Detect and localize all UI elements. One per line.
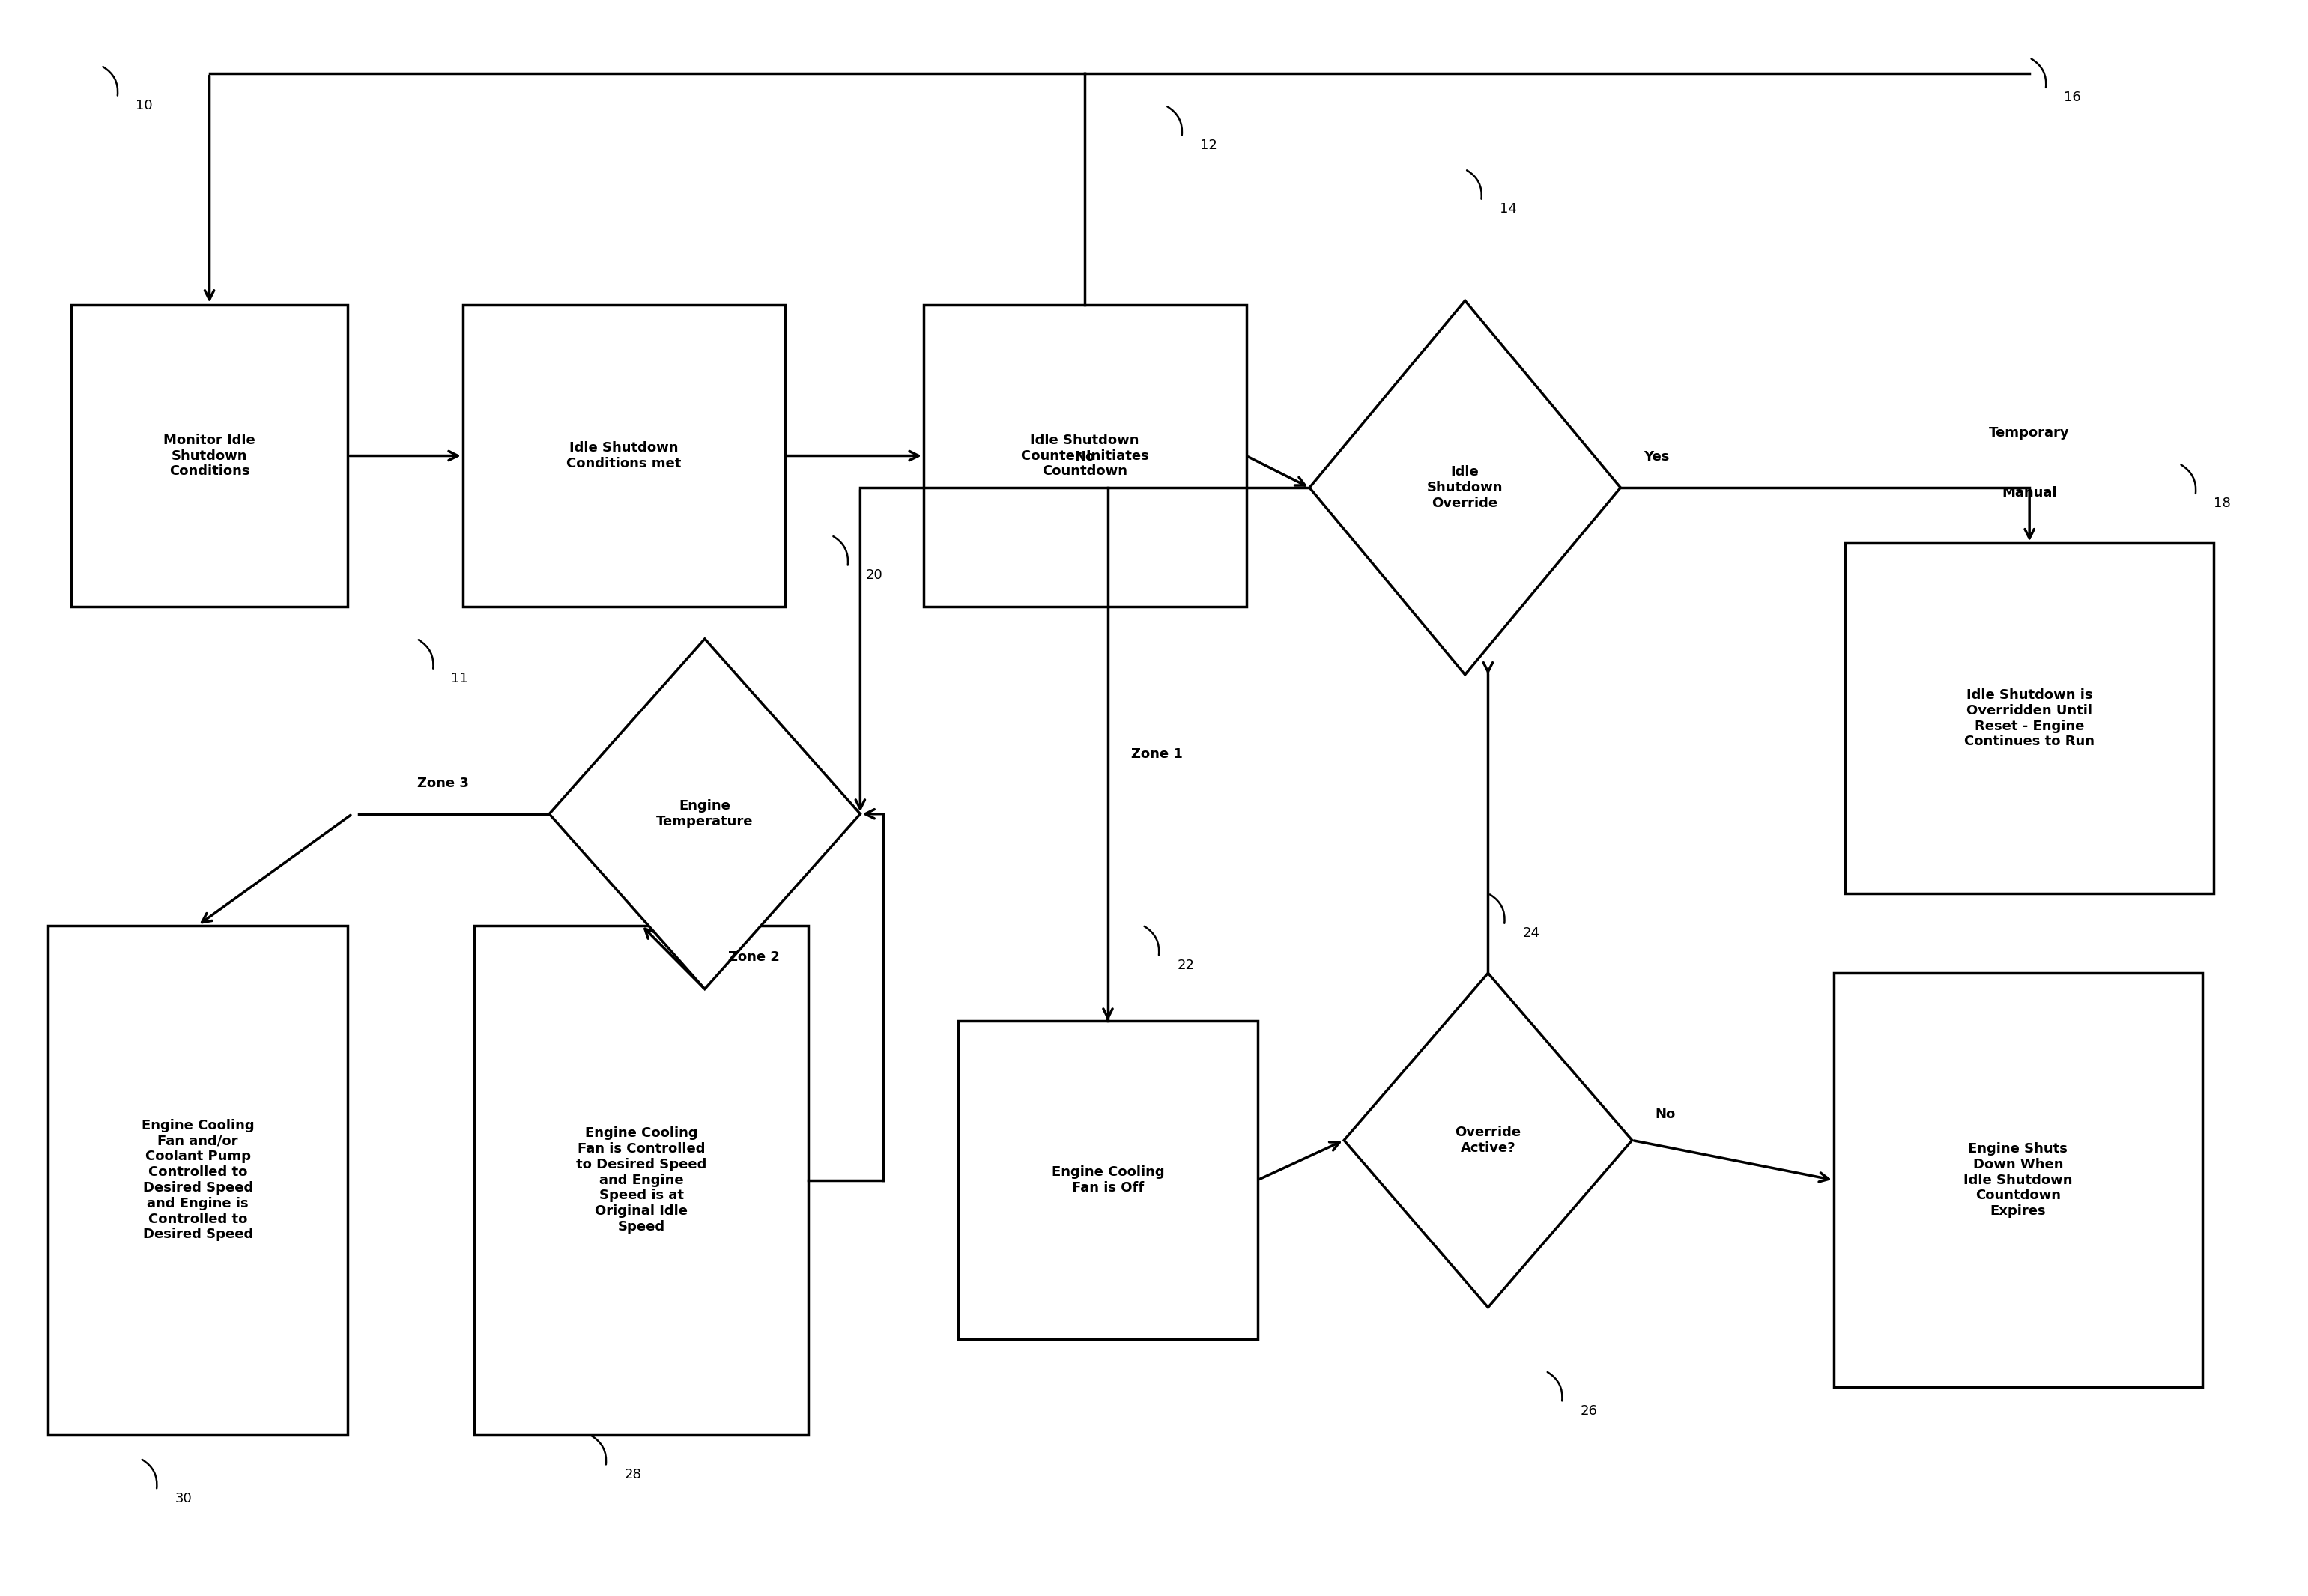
Bar	[1833, 974, 2202, 1387]
Text: 10: 10	[136, 99, 152, 112]
Text: 11: 11	[452, 672, 469, 685]
Text: Zone 2: Zone 2	[727, 951, 780, 964]
Text: 26: 26	[1581, 1404, 1597, 1417]
Bar	[1844, 543, 2213, 894]
Text: 18: 18	[2213, 496, 2232, 511]
Text: Engine Cooling
Fan and/or
Coolant Pump
Controlled to
Desired Speed
and Engine is: Engine Cooling Fan and/or Coolant Pump C…	[141, 1119, 254, 1242]
Text: No: No	[1076, 450, 1094, 464]
Text: Zone 1: Zone 1	[1131, 747, 1182, 761]
Text: 24: 24	[1523, 927, 1539, 940]
Text: Engine Cooling
Fan is Controlled
to Desired Speed
and Engine
Speed is at
Origina: Engine Cooling Fan is Controlled to Desi…	[577, 1127, 706, 1234]
Polygon shape	[1309, 300, 1620, 675]
Text: 16: 16	[2063, 91, 2082, 104]
Text: 20: 20	[866, 568, 884, 583]
Text: Idle Shutdown is
Overridden Until
Reset - Engine
Continues to Run: Idle Shutdown is Overridden Until Reset …	[1964, 688, 2096, 749]
Bar	[475, 926, 808, 1435]
Text: Engine Shuts
Down When
Idle Shutdown
Countdown
Expires: Engine Shuts Down When Idle Shutdown Cou…	[1964, 1143, 2073, 1218]
Bar	[48, 926, 349, 1435]
Text: Engine
Temperature: Engine Temperature	[655, 800, 752, 828]
Text: Override
Active?: Override Active?	[1454, 1125, 1521, 1156]
Text: Monitor Idle
Shutdown
Conditions: Monitor Idle Shutdown Conditions	[164, 434, 256, 479]
Bar	[958, 1021, 1258, 1339]
Bar	[923, 305, 1246, 606]
Polygon shape	[1343, 974, 1632, 1307]
Text: 14: 14	[1500, 203, 1516, 215]
Text: Zone 3: Zone 3	[418, 777, 469, 790]
Text: Idle Shutdown
Counter Initiates
Countdown: Idle Shutdown Counter Initiates Countdow…	[1020, 434, 1149, 479]
Text: 22: 22	[1177, 959, 1193, 972]
Bar	[464, 305, 785, 606]
Bar	[72, 305, 349, 606]
Text: Manual: Manual	[2001, 487, 2056, 500]
Polygon shape	[549, 638, 861, 990]
Text: Temporary: Temporary	[1989, 426, 2070, 440]
Text: Yes: Yes	[1643, 450, 1669, 464]
Text: 28: 28	[623, 1468, 642, 1481]
Text: Idle
Shutdown
Override: Idle Shutdown Override	[1426, 466, 1503, 509]
Text: 12: 12	[1200, 139, 1216, 152]
Text: 30: 30	[175, 1492, 192, 1505]
Text: Idle Shutdown
Conditions met: Idle Shutdown Conditions met	[568, 440, 681, 471]
Text: No: No	[1655, 1108, 1676, 1120]
Text: Engine Cooling
Fan is Off: Engine Cooling Fan is Off	[1052, 1165, 1163, 1194]
